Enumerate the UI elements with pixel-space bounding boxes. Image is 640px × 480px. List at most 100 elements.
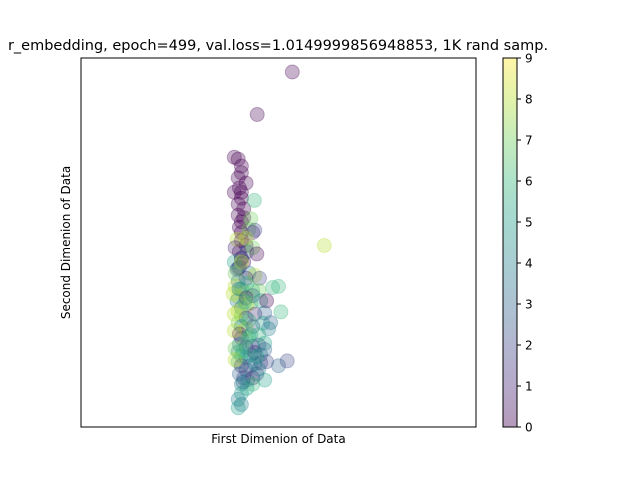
scatter-point xyxy=(233,214,249,230)
scatter-point xyxy=(230,391,246,407)
scatter-point xyxy=(233,190,249,206)
scatter-point xyxy=(241,265,257,281)
scatter-points xyxy=(225,64,332,416)
scatter-point xyxy=(279,353,295,369)
scatter-point xyxy=(316,238,332,253)
colorbar-gradient xyxy=(503,58,517,427)
scatter-point xyxy=(236,254,252,270)
scatter-point xyxy=(233,319,249,335)
scatter-point xyxy=(237,285,253,301)
scatter-point xyxy=(231,366,247,382)
scatter-point xyxy=(231,326,247,342)
scatter-point xyxy=(284,64,300,80)
x-axis-label: First Dimenion of Data xyxy=(211,432,345,446)
scatter-point xyxy=(238,332,254,348)
scatter-point xyxy=(261,321,277,337)
scatter-point xyxy=(226,306,242,322)
scatter-point xyxy=(259,293,275,309)
scatter-point xyxy=(249,366,265,382)
scatter-point xyxy=(238,310,254,326)
scatter-point xyxy=(238,339,254,355)
scatter-point xyxy=(233,225,249,240)
scatter-point xyxy=(235,374,251,390)
scatter-point xyxy=(233,348,249,364)
scatter-point xyxy=(243,347,259,363)
scatter-point xyxy=(238,175,254,191)
scatter-point xyxy=(257,372,273,388)
scatter-point xyxy=(230,315,246,331)
scatter-point xyxy=(241,329,257,345)
scatter-point xyxy=(238,350,254,366)
scatter-point xyxy=(231,259,247,275)
scatter-point xyxy=(227,340,243,356)
scatter-point xyxy=(230,354,246,370)
scatter-point xyxy=(231,244,247,260)
scatter-point xyxy=(233,376,249,392)
scatter-point xyxy=(226,323,242,339)
scatter-point xyxy=(257,335,273,351)
scatter-point xyxy=(239,244,255,260)
scatter-point xyxy=(257,342,273,357)
scatter-point xyxy=(235,343,251,359)
scatter-point xyxy=(226,254,242,270)
scatter-point xyxy=(257,305,273,321)
scatter-point xyxy=(245,370,261,386)
colorbar-frame xyxy=(502,57,518,428)
scatter-point xyxy=(243,327,259,343)
scatter-point xyxy=(230,196,246,212)
colorbar-tick-label: 1 xyxy=(525,380,533,394)
scatter-point xyxy=(230,344,246,360)
scatter-point xyxy=(233,165,249,181)
scatter-point xyxy=(233,251,249,267)
scatter-point xyxy=(271,358,286,374)
scatter-point xyxy=(233,158,249,174)
scatter-point xyxy=(253,355,269,371)
scatter-point xyxy=(251,327,267,343)
scatter-point xyxy=(233,250,249,266)
plot-frame xyxy=(80,57,477,428)
scatter-point xyxy=(240,372,256,388)
scatter-point xyxy=(233,300,249,316)
scatter-point xyxy=(253,347,269,363)
scatter-point xyxy=(243,295,259,311)
colorbar-tick-label: 8 xyxy=(525,93,533,107)
scatter-point xyxy=(245,338,261,354)
scatter-point xyxy=(227,266,243,281)
scatter-point xyxy=(251,337,267,353)
scatter-point xyxy=(227,352,243,368)
scatter-point xyxy=(238,290,254,306)
scatter-point xyxy=(263,315,279,331)
scatter-point xyxy=(231,336,247,352)
colorbar-tick-label: 5 xyxy=(525,216,533,230)
scatter-point xyxy=(230,273,246,289)
scatter-point xyxy=(271,278,286,294)
scatter-point xyxy=(241,221,257,237)
scatter-point xyxy=(230,151,246,167)
scatter-point xyxy=(255,315,271,331)
scatter-point xyxy=(225,286,241,302)
scatter-point xyxy=(247,267,263,283)
colorbar-tick-label: 4 xyxy=(525,257,533,271)
scatter-point xyxy=(265,280,281,295)
scatter-point xyxy=(247,222,263,238)
scatter-point xyxy=(233,307,249,323)
colorbar: 0 1 2 3 4 5 6 7 8 9 xyxy=(502,52,533,435)
colorbar-tick-label: 9 xyxy=(525,52,533,66)
scatter-point xyxy=(229,232,245,247)
scatter-point xyxy=(230,170,246,186)
colorbar-ticks: 0 1 2 3 4 5 6 7 8 9 xyxy=(517,52,533,435)
scatter-point xyxy=(233,397,249,412)
scatter-point xyxy=(227,240,243,256)
scatter-point xyxy=(247,345,263,360)
scatter-point xyxy=(253,293,269,309)
colorbar-tick-label: 0 xyxy=(525,421,533,435)
scatter-point xyxy=(233,254,249,270)
scatter-point xyxy=(230,400,246,416)
colorbar-tick-label: 3 xyxy=(525,298,533,312)
scatter-point xyxy=(245,240,261,256)
colorbar-tick-label: 6 xyxy=(525,175,533,189)
scatter-point xyxy=(233,358,249,374)
scatter-point xyxy=(230,303,246,319)
scatter-point xyxy=(230,260,246,276)
